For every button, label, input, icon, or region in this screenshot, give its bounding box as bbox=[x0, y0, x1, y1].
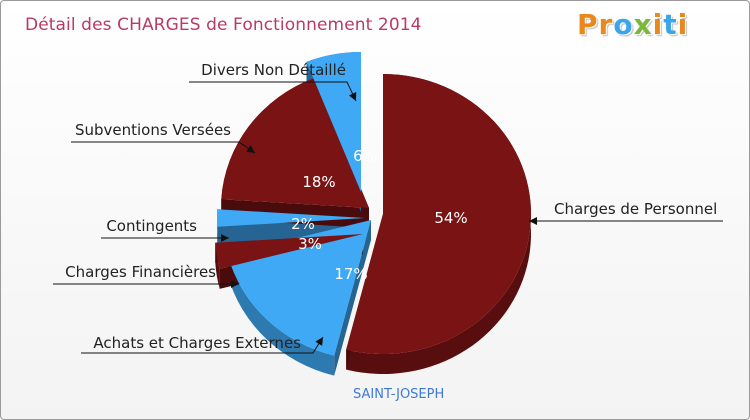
pie-slice-wall bbox=[334, 220, 371, 376]
leader-line bbox=[71, 141, 256, 154]
chart-title: Détail des CHARGES de Fonctionnement 201… bbox=[25, 15, 422, 35]
slice-percent-label: 2% bbox=[291, 215, 315, 233]
logo-letter: i bbox=[677, 8, 689, 41]
slice-category-label: Subventions Versées bbox=[75, 121, 231, 139]
leader-arrowhead bbox=[221, 234, 229, 242]
logo-letter: r bbox=[598, 8, 614, 41]
commune-name: SAINT-JOSEPH bbox=[353, 387, 445, 402]
slice-percent-label: 17% bbox=[334, 265, 367, 283]
slice-percent-label: 54% bbox=[434, 209, 467, 227]
slice-category-label: Contingents bbox=[106, 217, 197, 235]
pie-slice bbox=[215, 234, 363, 269]
leader-arrowhead bbox=[231, 280, 239, 288]
leader-arrowhead bbox=[246, 145, 255, 153]
slice-category-label: Charges de Personnel bbox=[554, 200, 717, 218]
pie-slice bbox=[346, 74, 531, 354]
pie-slice bbox=[221, 77, 369, 208]
pie-slice-side bbox=[227, 254, 335, 376]
slice-percent-label: 3% bbox=[298, 235, 322, 253]
logo-letter: i bbox=[652, 8, 664, 41]
slice-category-label: Achats et Charges Externes bbox=[93, 334, 301, 352]
logo-letter: t bbox=[663, 8, 678, 41]
logo-letter: x bbox=[633, 8, 653, 41]
proxiti-logo: Proxiti bbox=[577, 8, 688, 41]
slice-percent-label: 6% bbox=[353, 147, 377, 165]
percent-labels: 54% 17% 3% 2% 18% 6% bbox=[291, 147, 468, 283]
leader-arrowhead bbox=[348, 92, 357, 101]
slice-labels: Charges de Personnel Achats et Charges Ex… bbox=[65, 61, 717, 352]
leader-lines bbox=[53, 81, 723, 354]
pie-slice bbox=[306, 52, 361, 192]
leader-arrowhead bbox=[529, 217, 537, 225]
pie-slices bbox=[215, 52, 531, 356]
pie-slice bbox=[217, 209, 365, 227]
leader-arrowhead bbox=[315, 337, 323, 346]
slice-category-label: Charges Financières bbox=[65, 263, 216, 281]
logo-letter: o bbox=[613, 8, 634, 41]
logo-letter: P bbox=[577, 8, 599, 41]
slice-percent-label: 18% bbox=[302, 173, 335, 191]
slice-category-label: Divers Non Détaillé bbox=[201, 61, 346, 79]
